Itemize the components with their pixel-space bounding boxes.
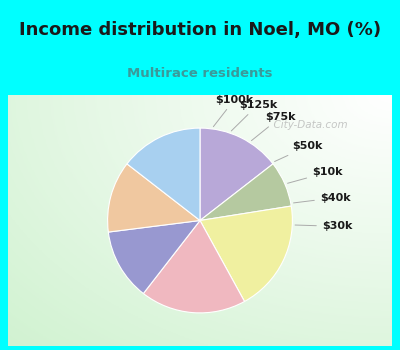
Text: $100k: $100k <box>213 94 254 127</box>
Text: City-Data.com: City-Data.com <box>267 120 348 130</box>
Text: $75k: $75k <box>252 112 296 141</box>
Wedge shape <box>200 206 292 301</box>
Text: $30k: $30k <box>295 221 352 231</box>
Text: Income distribution in Noel, MO (%): Income distribution in Noel, MO (%) <box>19 21 381 39</box>
Text: $40k: $40k <box>294 193 350 203</box>
Wedge shape <box>108 164 200 232</box>
Text: Multirace residents: Multirace residents <box>127 67 273 80</box>
Wedge shape <box>108 220 200 294</box>
Wedge shape <box>200 164 291 220</box>
Wedge shape <box>143 220 244 313</box>
Text: $10k: $10k <box>288 167 342 183</box>
Text: $125k: $125k <box>231 100 277 131</box>
Text: $50k: $50k <box>274 141 323 161</box>
Wedge shape <box>200 128 273 220</box>
Wedge shape <box>127 128 200 220</box>
